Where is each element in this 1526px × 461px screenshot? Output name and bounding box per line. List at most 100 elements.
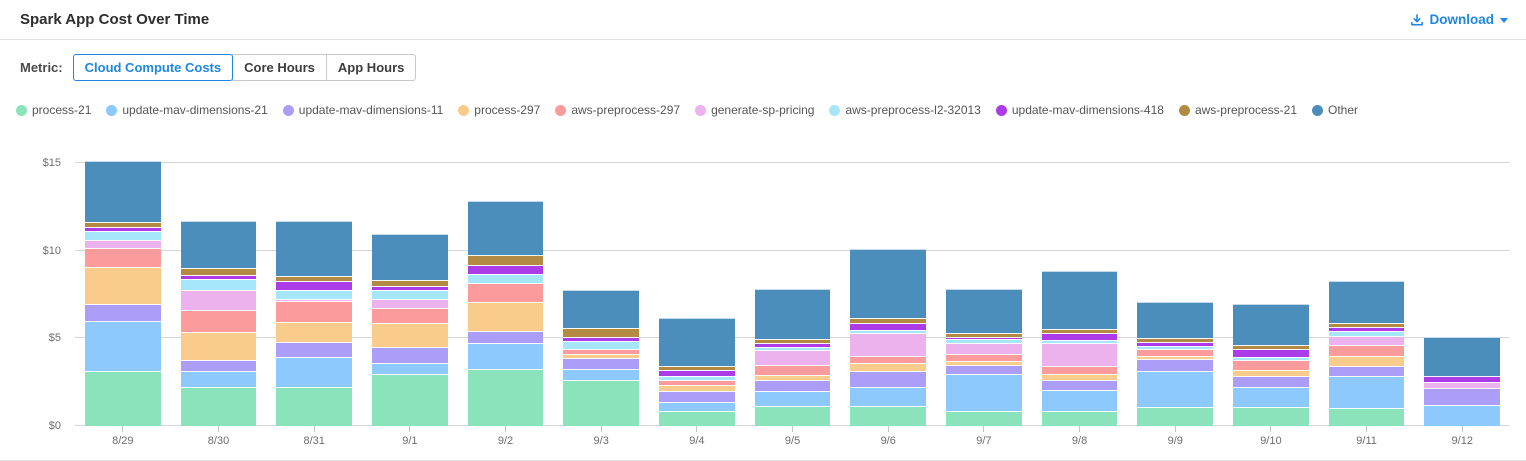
bar-segment-process-297[interactable]: [1041, 374, 1118, 381]
bar-segment-update-mav-dimensions-418[interactable]: [85, 226, 161, 232]
bar-segment-update-mav-dimensions-418[interactable]: [276, 281, 352, 291]
bar-segment-update-mav-dimensions-21[interactable]: [1137, 370, 1214, 408]
bar-segment-aws-preprocess-297[interactable]: [946, 354, 1022, 361]
bar-segment-other[interactable]: [1041, 271, 1118, 330]
bar-segment-other[interactable]: [372, 233, 448, 281]
bar-segment-aws-preprocess-21[interactable]: [372, 280, 448, 287]
bar-segment-update-mav-dimensions-21[interactable]: [372, 362, 448, 375]
bar-segment-aws-preprocess-l2-32013[interactable]: [659, 376, 735, 380]
bar-segment-generate-sp-pricing[interactable]: [276, 299, 352, 301]
bar-segment-aws-preprocess-297[interactable]: [1233, 360, 1309, 371]
bar-segment-process-21[interactable]: [276, 386, 352, 426]
bar-segment-process-21[interactable]: [754, 406, 831, 426]
bar-segment-update-mav-dimensions-21[interactable]: [85, 320, 161, 372]
bar-segment-aws-preprocess-21[interactable]: [946, 332, 1022, 337]
bar-segment-update-mav-dimensions-418[interactable]: [372, 286, 448, 291]
bar-segment-process-21[interactable]: [180, 386, 257, 426]
bar-segment-other[interactable]: [754, 288, 831, 339]
bar-segment-other[interactable]: [180, 221, 257, 269]
metric-tab-app-hours[interactable]: App Hours: [325, 54, 417, 81]
bar-segment-aws-preprocess-297[interactable]: [754, 365, 831, 376]
bar-segment-process-297[interactable]: [1233, 370, 1309, 377]
legend-item-process-297[interactable]: process-297: [458, 103, 540, 117]
bar-segment-update-mav-dimensions-11[interactable]: [754, 380, 831, 391]
bar-segment-other[interactable]: [276, 221, 352, 277]
bar-segment-aws-preprocess-21[interactable]: [467, 255, 544, 266]
bar-segment-update-mav-dimensions-21[interactable]: [946, 374, 1022, 411]
bar-segment-other[interactable]: [85, 160, 161, 222]
bar-segment-update-mav-dimensions-21[interactable]: [1233, 386, 1309, 408]
bar-segment-update-mav-dimensions-11[interactable]: [1137, 359, 1214, 371]
legend-item-update-mav-dimensions-418[interactable]: update-mav-dimensions-418: [995, 103, 1164, 117]
bar-segment-update-mav-dimensions-21[interactable]: [1424, 405, 1501, 426]
bar-segment-aws-preprocess-21[interactable]: [659, 366, 735, 370]
bar-segment-other[interactable]: [563, 289, 639, 329]
bar-segment-update-mav-dimensions-11[interactable]: [1424, 388, 1501, 405]
bar-segment-process-21[interactable]: [563, 380, 639, 426]
bar-segment-process-297[interactable]: [754, 375, 831, 381]
metric-tab-cloud-compute-costs[interactable]: Cloud Compute Costs: [72, 54, 234, 81]
bar-segment-aws-preprocess-l2-32013[interactable]: [276, 290, 352, 300]
bar-segment-update-mav-dimensions-21[interactable]: [467, 343, 544, 370]
bar-segment-aws-preprocess-297[interactable]: [1137, 349, 1214, 357]
bar-segment-aws-preprocess-297[interactable]: [180, 310, 257, 332]
bar-segment-update-mav-dimensions-11[interactable]: [946, 365, 1022, 375]
bar-segment-generate-sp-pricing[interactable]: [850, 332, 926, 356]
bar-segment-process-297[interactable]: [563, 353, 639, 359]
bar-segment-process-297[interactable]: [85, 267, 161, 304]
bar-segment-other[interactable]: [659, 317, 735, 367]
bar-segment-process-297[interactable]: [850, 362, 926, 371]
legend-item-update-mav-dimensions-11[interactable]: update-mav-dimensions-11: [282, 103, 443, 117]
bar-segment-aws-preprocess-l2-32013[interactable]: [372, 290, 448, 300]
bar-segment-update-mav-dimensions-418[interactable]: [180, 275, 257, 280]
bar-segment-other[interactable]: [1137, 302, 1214, 339]
bar-segment-aws-preprocess-21[interactable]: [1137, 338, 1214, 343]
bar-segment-update-mav-dimensions-21[interactable]: [180, 370, 257, 387]
bar-segment-aws-preprocess-297[interactable]: [850, 355, 926, 363]
bar-segment-aws-preprocess-21[interactable]: [85, 221, 161, 227]
bar-segment-aws-preprocess-l2-32013[interactable]: [1041, 339, 1118, 343]
bar-segment-update-mav-dimensions-418[interactable]: [754, 342, 831, 347]
bar-segment-process-297[interactable]: [1328, 356, 1405, 367]
bar-segment-aws-preprocess-l2-32013[interactable]: [467, 274, 544, 283]
bar-segment-aws-preprocess-21[interactable]: [850, 318, 926, 323]
legend-item-other[interactable]: Other: [1312, 103, 1358, 117]
bar-segment-update-mav-dimensions-21[interactable]: [563, 369, 639, 380]
bar-segment-update-mav-dimensions-11[interactable]: [85, 303, 161, 321]
legend-item-process-21[interactable]: process-21: [16, 103, 91, 117]
bar-segment-aws-preprocess-297[interactable]: [1041, 366, 1118, 375]
bar-segment-aws-preprocess-21[interactable]: [754, 338, 831, 343]
bar-segment-generate-sp-pricing[interactable]: [754, 349, 831, 366]
bar-segment-update-mav-dimensions-11[interactable]: [1328, 366, 1405, 377]
bar-segment-process-21[interactable]: [1041, 410, 1118, 426]
bar-segment-update-mav-dimensions-418[interactable]: [1041, 332, 1118, 340]
bar-segment-aws-preprocess-297[interactable]: [659, 379, 735, 386]
bar-segment-update-mav-dimensions-11[interactable]: [372, 346, 448, 363]
bar-segment-aws-preprocess-21[interactable]: [563, 328, 639, 338]
bar-segment-generate-sp-pricing[interactable]: [1328, 335, 1405, 345]
bar-segment-other[interactable]: [467, 201, 544, 256]
legend-item-aws-preprocess-297[interactable]: aws-preprocess-297: [555, 103, 680, 117]
bar-segment-generate-sp-pricing[interactable]: [1041, 342, 1118, 367]
bar-segment-update-mav-dimensions-11[interactable]: [1233, 376, 1309, 387]
legend-item-update-mav-dimensions-21[interactable]: update-mav-dimensions-21: [106, 103, 268, 117]
bar-segment-update-mav-dimensions-11[interactable]: [180, 360, 257, 371]
bar-segment-other[interactable]: [1233, 304, 1309, 345]
bar-segment-aws-preprocess-21[interactable]: [1328, 323, 1405, 328]
bar-segment-generate-sp-pricing[interactable]: [946, 342, 1022, 355]
download-button[interactable]: Download: [1410, 12, 1508, 27]
bar-segment-other[interactable]: [946, 288, 1022, 333]
bar-segment-update-mav-dimensions-21[interactable]: [1041, 389, 1118, 411]
bar-segment-aws-preprocess-l2-32013[interactable]: [563, 340, 639, 350]
bar-segment-process-21[interactable]: [1137, 407, 1214, 426]
bar-segment-aws-preprocess-297[interactable]: [85, 247, 161, 268]
bar-segment-update-mav-dimensions-11[interactable]: [850, 370, 926, 388]
legend-item-generate-sp-pricing[interactable]: generate-sp-pricing: [695, 103, 814, 117]
bar-segment-process-21[interactable]: [946, 410, 1022, 426]
bar-segment-other[interactable]: [850, 249, 926, 319]
bar-segment-update-mav-dimensions-21[interactable]: [276, 357, 352, 387]
bar-segment-aws-preprocess-l2-32013[interactable]: [1137, 346, 1214, 350]
bar-segment-update-mav-dimensions-418[interactable]: [1137, 342, 1214, 347]
bar-segment-update-mav-dimensions-418[interactable]: [659, 369, 735, 377]
metric-tab-core-hours[interactable]: Core Hours: [232, 54, 327, 81]
